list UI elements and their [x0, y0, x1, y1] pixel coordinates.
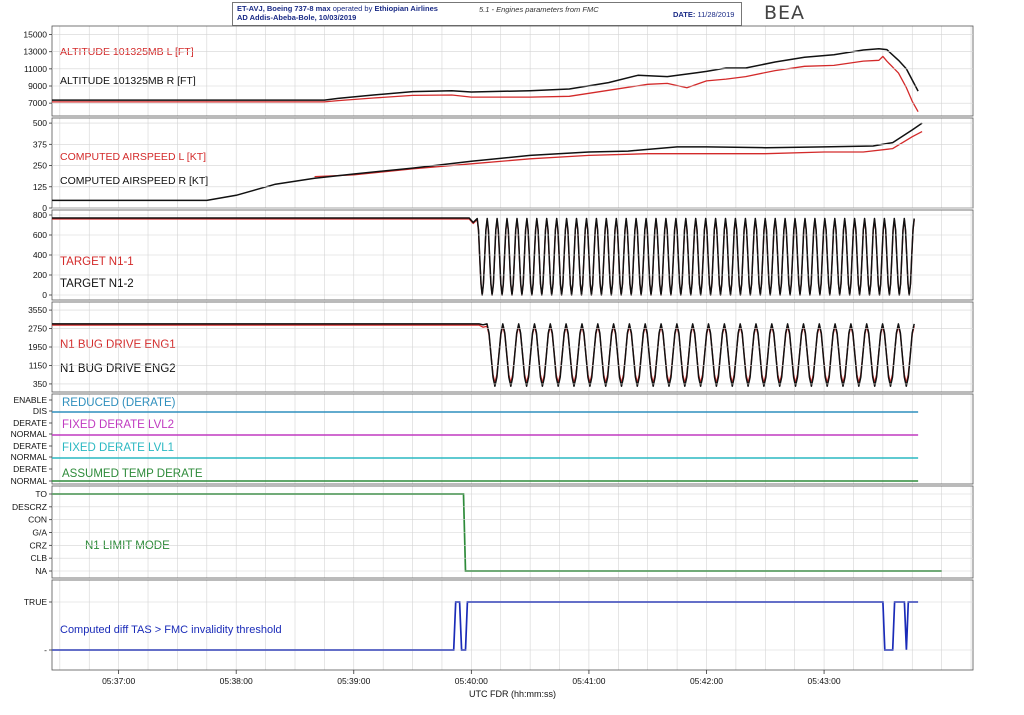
series-label-derate-2: FIXED DERATE LVL1: [62, 442, 174, 454]
series-label-derate-3: ASSUMED TEMP DERATE: [62, 468, 203, 480]
series-line-airspeed-1: [52, 122, 923, 202]
panel-n1_bug: N1 BUG DRIVE ENG1 N1 BUG DRIVE ENG2: [52, 323, 915, 387]
y-tick-label: NORMAL: [11, 429, 48, 439]
y-tick-label: 15000: [23, 30, 47, 40]
y-tick-label: ENABLE: [13, 395, 47, 405]
x-tick-label: 05:40:00: [455, 676, 488, 686]
y-tick-label: 9000: [28, 81, 47, 91]
series-line-altitude-0: [52, 55, 919, 113]
date-field: DATE: 11/28/2019: [673, 10, 734, 19]
series-line-airspeed-0: [314, 131, 923, 178]
y-tick-label: TRUE: [24, 597, 47, 607]
series-label-target_n1-1: TARGET N1-2: [60, 278, 134, 290]
series-label-target_n1-0: TARGET N1-1: [60, 256, 134, 268]
series-line-n1_bug-1: [52, 323, 915, 387]
y-tick-label: 800: [33, 210, 47, 220]
y-tick-label: 375: [33, 139, 47, 149]
chart-subtitle: 5.1 - Engines parameters from FMC: [479, 5, 599, 14]
y-tick-label: 125: [33, 182, 47, 192]
x-tick-label: 05:41:00: [572, 676, 605, 686]
bea-logo: BEA: [764, 2, 806, 24]
y-tick-label: 1150: [29, 360, 48, 370]
airline-name: Ethiopian Airlines: [374, 4, 438, 13]
x-tick-label: 05:43:00: [808, 676, 841, 686]
aircraft-info: ET-AVJ, Boeing 737-8 max operated by Eth…: [237, 4, 438, 13]
date-label: DATE:: [673, 10, 696, 19]
panel-frame-derate: [51, 393, 974, 485]
series-label-airspeed-0: COMPUTED AIRSPEED L [KT]: [60, 151, 206, 163]
operated-by-text: operated by: [330, 4, 375, 13]
y-tick-label: CRZ: [30, 540, 47, 550]
panel-derate: REDUCED (DERATE) FIXED DERATE LVL2 FIXED D…: [52, 397, 919, 482]
y-tick-label: 250: [33, 161, 47, 171]
series-label-diff_tas-0: Computed diff TAS > FMC invalidity thres…: [60, 624, 282, 636]
date-value: 11/28/2019: [697, 10, 735, 19]
y-tick-label: DESCRZ: [12, 502, 47, 512]
series-line-target_n1-1: [52, 217, 915, 296]
y-tick-label: NORMAL: [11, 452, 48, 462]
y-tick-label: G/A: [32, 528, 47, 538]
y-tick-label: 350: [33, 379, 47, 389]
y-tick-label: TO: [35, 489, 47, 499]
y-tick-label: CLB: [30, 553, 47, 563]
y-tick-label: 200: [33, 270, 47, 280]
y-tick-label: 2750: [28, 324, 47, 334]
y-tick-label: CON: [28, 515, 47, 525]
series-label-derate-1: FIXED DERATE LVL2: [62, 419, 174, 431]
panel-frame-n1_limit_mode: [51, 485, 974, 579]
chart-header: ET-AVJ, Boeing 737-8 max operated by Eth…: [232, 2, 742, 26]
panel-frame-airspeed: [51, 117, 974, 209]
y-tick-label: 11000: [24, 64, 47, 74]
y-tick-label: NORMAL: [11, 476, 48, 486]
y-tick-label: DERATE: [13, 441, 47, 451]
panel-frame-altitude: [51, 25, 974, 117]
series-label-derate-0: REDUCED (DERATE): [62, 397, 176, 409]
x-axis-label: UTC FDR (hh:mm:ss): [469, 689, 556, 699]
y-tick-label: DERATE: [13, 418, 47, 428]
x-tick-label: 05:42:00: [690, 676, 723, 686]
x-tick-label: 05:38:00: [220, 676, 253, 686]
aircraft-id: ET-AVJ, Boeing 737-8 max: [237, 4, 331, 13]
panel-frame-diff_tas: [51, 579, 974, 671]
series-line-altitude-1: [52, 47, 919, 101]
y-tick-label: 0: [42, 203, 47, 213]
x-tick-label: 05:39:00: [337, 676, 370, 686]
series-label-altitude-1: ALTITUDE 101325MB R [FT]: [60, 75, 196, 87]
y-tick-label: -: [44, 645, 47, 655]
series-label-n1_bug-0: N1 BUG DRIVE ENG1: [60, 339, 176, 351]
flight-info: AD Addis-Abeba-Bole, 10/03/2019: [237, 13, 357, 22]
y-tick-label: 3550: [28, 305, 47, 315]
series-line-n1_bug-0: [52, 324, 915, 384]
y-tick-label: 13000: [23, 47, 47, 57]
y-tick-label: 400: [33, 250, 47, 260]
panel-target_n1: TARGET N1-1 TARGET N1-2: [52, 217, 915, 296]
panel-diff_tas: Computed diff TAS > FMC invalidity thres…: [52, 601, 919, 651]
panel-airspeed: COMPUTED AIRSPEED L [KT] COMPUTED AIRSPEE…: [52, 122, 923, 202]
panel-altitude: ALTITUDE 101325MB L [FT]ALTITUDE 101325M…: [52, 46, 919, 113]
y-tick-label: 7000: [28, 98, 47, 108]
y-tick-label: NA: [35, 566, 47, 576]
y-tick-label: 0: [42, 290, 47, 300]
y-tick-label: DERATE: [13, 464, 47, 474]
y-tick-label: 600: [33, 230, 47, 240]
y-tick-label: 1950: [28, 342, 47, 352]
series-label-n1_limit_mode-0: N1 LIMIT MODE: [85, 540, 170, 552]
x-tick-label: 05:37:00: [102, 676, 135, 686]
y-tick-label: DIS: [33, 406, 48, 416]
series-label-n1_bug-1: N1 BUG DRIVE ENG2: [60, 363, 176, 375]
series-label-airspeed-1: COMPUTED AIRSPEED R [KT]: [60, 175, 208, 187]
y-tick-label: 500: [33, 118, 47, 128]
